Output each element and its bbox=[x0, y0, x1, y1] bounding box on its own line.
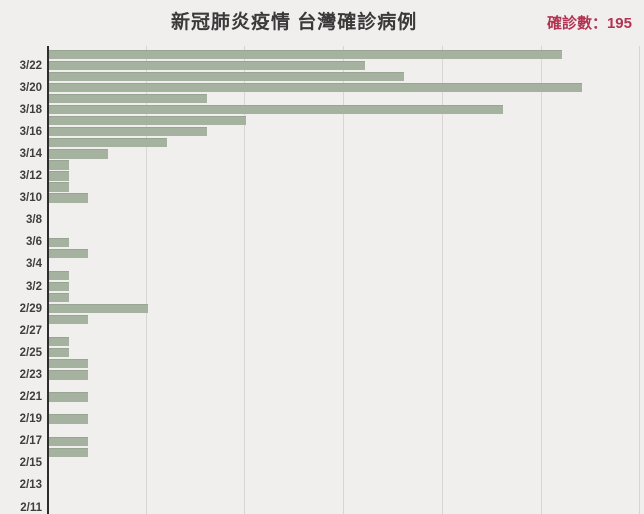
bar-3/22 bbox=[49, 60, 365, 71]
y-tick-label-2/11: 2/11 bbox=[20, 501, 42, 514]
bar-2/25 bbox=[49, 348, 69, 358]
bar-3/10 bbox=[49, 193, 89, 203]
x-gridline-15 bbox=[343, 46, 345, 514]
bar-3/19 bbox=[49, 94, 207, 104]
bar-2/23 bbox=[49, 370, 89, 380]
bar-3/3 bbox=[49, 270, 69, 281]
bar-2/19 bbox=[49, 414, 89, 424]
bar-3/18 bbox=[49, 105, 504, 115]
x-gridline-25 bbox=[540, 46, 542, 514]
bar-3/13 bbox=[49, 160, 69, 170]
x-gridline-5 bbox=[145, 46, 147, 514]
y-tick-label-2/13: 2/13 bbox=[19, 479, 42, 492]
bar-3/16 bbox=[49, 127, 207, 137]
x-gridline-30 bbox=[639, 46, 641, 514]
x-gridline-20 bbox=[441, 46, 443, 514]
y-tick-label-3/20: 3/20 bbox=[19, 81, 42, 94]
y-tick-label-3/8: 3/8 bbox=[26, 214, 42, 227]
bar-3/20 bbox=[49, 82, 582, 93]
bar-3/23 bbox=[49, 49, 563, 60]
y-tick-label-3/6: 3/6 bbox=[26, 236, 42, 249]
bar-3/21 bbox=[49, 71, 405, 82]
y-tick-label-2/21: 2/21 bbox=[19, 391, 42, 403]
y-tick-label-3/16: 3/16 bbox=[19, 125, 42, 138]
bar-3/14 bbox=[49, 149, 109, 159]
bar-2/26 bbox=[49, 337, 69, 347]
y-tick-label-2/23: 2/23 bbox=[19, 368, 42, 381]
bar-3/17 bbox=[49, 116, 247, 126]
plot-area: 3/22 3/20 3/18 3/16 3/14 3/12 3/10 3/8 3/6 3/4 3/2… bbox=[0, 46, 644, 514]
bar-3/2 bbox=[49, 281, 69, 292]
bar-2/28 bbox=[49, 315, 89, 325]
y-tick-label-3/12: 3/12 bbox=[19, 170, 42, 182]
y-tick-label-2/19: 2/19 bbox=[19, 413, 42, 426]
bar-3/6 bbox=[49, 237, 69, 247]
bar-2/29 bbox=[49, 303, 148, 314]
bar-3/5 bbox=[49, 248, 89, 258]
y-tick-label-3/10: 3/10 bbox=[19, 192, 42, 205]
bar-2/17 bbox=[49, 436, 89, 446]
bar-3/11 bbox=[49, 182, 69, 192]
y-tick-label-3/2: 3/2 bbox=[26, 280, 42, 293]
y-axis-line bbox=[47, 46, 49, 514]
bar-2/16 bbox=[49, 447, 89, 457]
y-tick-label-3/4: 3/4 bbox=[26, 258, 42, 271]
bar-2/24 bbox=[49, 359, 89, 369]
y-tick-label-2/15: 2/15 bbox=[19, 457, 42, 470]
y-tick-label-2/25: 2/25 bbox=[19, 346, 42, 359]
x-gridline-10 bbox=[244, 46, 246, 514]
y-tick-label-3/14: 3/14 bbox=[19, 147, 42, 160]
bar-2/21 bbox=[49, 392, 89, 402]
y-tick-label-3/18: 3/18 bbox=[19, 103, 42, 116]
bar-3/15 bbox=[49, 138, 168, 148]
y-tick-label-2/17: 2/17 bbox=[19, 435, 42, 448]
bar-3/1 bbox=[49, 292, 69, 303]
chart-title: 新冠肺炎疫情 台灣確診病例 bbox=[171, 12, 418, 33]
y-tick-label-2/27: 2/27 bbox=[19, 324, 42, 337]
confirmed-count-label: 確診數：195 bbox=[546, 15, 632, 32]
bar-3/12 bbox=[49, 171, 69, 181]
y-tick-label-2/29: 2/29 bbox=[19, 302, 42, 315]
y-tick-label-3/22: 3/22 bbox=[19, 59, 42, 72]
